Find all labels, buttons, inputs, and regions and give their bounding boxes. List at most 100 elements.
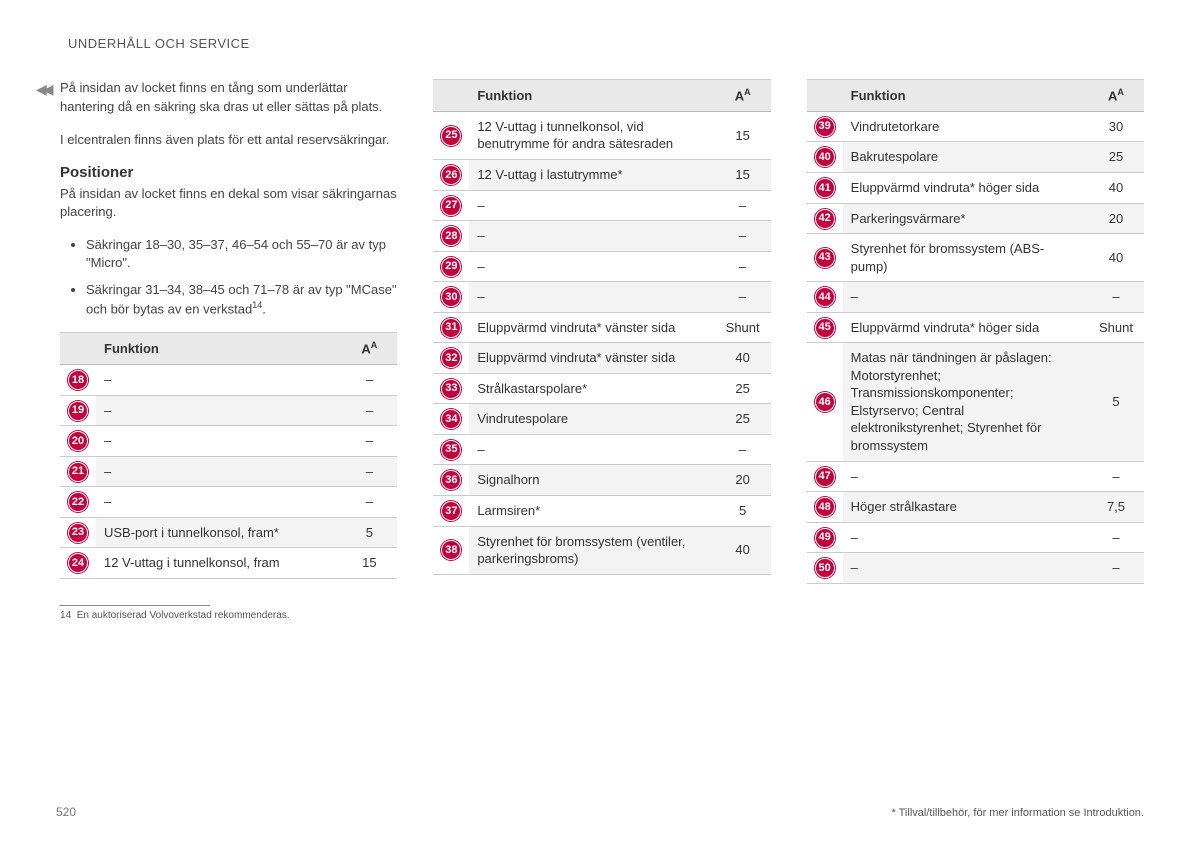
fuse-badge-cell: 29 — [433, 251, 469, 282]
fuse-amp-cell: 40 — [1088, 172, 1144, 203]
fuse-function-cell: – — [96, 426, 341, 457]
fuse-amp-cell: 40 — [715, 343, 771, 374]
table-row: 40 Bakrutespolare25 — [807, 142, 1144, 173]
fuse-amp-cell: – — [1088, 553, 1144, 584]
fuse-amp-cell: 40 — [715, 526, 771, 574]
fuse-number-badge: 27 — [441, 196, 461, 216]
fuse-amp-cell: 5 — [1088, 343, 1144, 461]
fuse-badge-cell: 23 — [60, 517, 96, 548]
fuse-number-badge: 37 — [441, 501, 461, 521]
fuse-badge-cell: 48 — [807, 492, 843, 523]
fuse-amp-cell: – — [1088, 282, 1144, 313]
bullet-mcase: Säkringar 31–34, 38–45 och 71–78 är av t… — [86, 281, 397, 319]
table-row: 30–– — [433, 282, 770, 313]
fuse-amp-cell: 20 — [1088, 203, 1144, 234]
table-row: 38Styrenhet för bromssystem (ventiler, p… — [433, 526, 770, 574]
content-columns: ◀◀ På insidan av locket finns en tång so… — [56, 79, 1144, 621]
table-row: 28–– — [433, 221, 770, 252]
fuse-badge-cell: 31 — [433, 312, 469, 343]
fuse-badge-cell: 22 — [60, 487, 96, 518]
fuse-badge-cell: 36 — [433, 465, 469, 496]
fuse-function-cell: – — [469, 221, 714, 252]
fuse-function-cell: Eluppvärmd vindruta* höger sida — [843, 172, 1088, 203]
fuse-function-cell: Vindrutetorkare — [843, 111, 1088, 142]
table-header-function: Funktion — [96, 333, 341, 365]
fuse-amp-cell: – — [341, 456, 397, 487]
fuse-number-badge: 40 — [815, 147, 835, 167]
fuse-number-badge: 20 — [68, 431, 88, 451]
footnote-rule — [60, 605, 210, 606]
table-row: 33Strålkastarspolare*25 — [433, 373, 770, 404]
table-row: 41 Eluppvärmd vindruta* höger sida40 — [807, 172, 1144, 203]
table-row: 36Signalhorn20 — [433, 465, 770, 496]
fuse-badge-cell: 35 — [433, 434, 469, 465]
fuse-number-badge: 28 — [441, 226, 461, 246]
table-header-blank — [807, 80, 843, 112]
fuse-table-1-body: 18––19––20––21––22––23USB-port i tunnelk… — [60, 365, 397, 579]
fuse-badge-cell: 40 — [807, 142, 843, 173]
fuse-number-badge: 21 — [68, 462, 88, 482]
table-row: 37Larmsiren*5 — [433, 495, 770, 526]
fuse-amp-cell: – — [715, 190, 771, 221]
fuse-function-cell: Matas när tändningen är påslagen: Motors… — [843, 343, 1088, 461]
fuse-function-cell: Vindrutespolare — [469, 404, 714, 435]
fuse-badge-cell: 47 — [807, 461, 843, 492]
fuse-amp-cell: Shunt — [1088, 312, 1144, 343]
fuse-function-cell: – — [843, 461, 1088, 492]
fuse-number-badge: 32 — [441, 348, 461, 368]
table-row: 2412 V-uttag i tunnelkonsol, fram15 — [60, 548, 397, 579]
fuse-amp-cell: – — [715, 221, 771, 252]
fuse-badge-cell: 30 — [433, 282, 469, 313]
table-row: 2612 V-uttag i lastutrymme*15 — [433, 159, 770, 190]
fuse-amp-cell: – — [1088, 461, 1144, 492]
fuse-amp-cell: – — [341, 395, 397, 426]
table-header-amp: AA — [341, 333, 397, 365]
column-left: ◀◀ På insidan av locket finns en tång so… — [56, 79, 397, 621]
table-row: 47–– — [807, 461, 1144, 492]
positions-para: På insidan av locket finns en dekal som … — [60, 185, 397, 223]
table-row: 46Matas när tändningen är påslagen: Moto… — [807, 343, 1144, 461]
fuse-badge-cell: 32 — [433, 343, 469, 374]
fuse-badge-cell: 26 — [433, 159, 469, 190]
fuse-number-badge: 31 — [441, 318, 461, 338]
fuse-amp-cell: 20 — [715, 465, 771, 496]
fuse-table-1: Funktion AA 18––19––20––21––22––23USB-po… — [60, 332, 397, 579]
fuse-function-cell: – — [843, 553, 1088, 584]
table-header-blank — [60, 333, 96, 365]
fuse-badge-cell: 25 — [433, 111, 469, 159]
fuse-table-3: Funktion AA 39Vindrutetorkare3040Bakrute… — [807, 79, 1144, 584]
fuse-number-badge: 34 — [441, 409, 461, 429]
column-middle: Funktion AA 2512 V-uttag i tunnelkonsol,… — [433, 79, 770, 575]
table-row: 34Vindrutespolare25 — [433, 404, 770, 435]
intro-para-1: På insidan av locket finns en tång som u… — [60, 79, 397, 117]
fuse-badge-cell: 24 — [60, 548, 96, 579]
fuse-number-badge: 43 — [815, 248, 835, 268]
footnote-text: En auktoriserad Volvoverkstad rekommende… — [77, 610, 290, 621]
page-footnote: * Tillval/tillbehör, för mer information… — [891, 807, 1144, 819]
fuse-function-cell: 12 V-uttag i tunnelkonsol, fram — [96, 548, 341, 579]
fuse-amp-cell: – — [715, 434, 771, 465]
fuse-badge-cell: 42 — [807, 203, 843, 234]
table-row: 48Höger strålkastare7,5 — [807, 492, 1144, 523]
fuse-number-badge: 41 — [815, 178, 835, 198]
fuse-number-badge: 35 — [441, 440, 461, 460]
table-header-amp: AA — [1088, 80, 1144, 112]
fuse-number-badge: 19 — [68, 401, 88, 421]
fuse-function-cell: – — [469, 190, 714, 221]
fuse-badge-cell: 33 — [433, 373, 469, 404]
table-row: 50–– — [807, 553, 1144, 584]
fuse-function-cell: Styrenhet för bromssystem (ABS-pump) — [843, 234, 1088, 282]
fuse-function-cell: Bakrutespolare — [843, 142, 1088, 173]
fuse-number-badge: 39 — [815, 117, 835, 137]
column-right: Funktion AA 39Vindrutetorkare3040Bakrute… — [807, 79, 1144, 584]
fuse-function-cell: – — [843, 522, 1088, 553]
table-row: 20–– — [60, 426, 397, 457]
fuse-function-cell: Parkeringsvärmare* — [843, 203, 1088, 234]
fuse-amp-cell: 30 — [1088, 111, 1144, 142]
fuse-amp-cell: – — [715, 282, 771, 313]
table-row: 35–– — [433, 434, 770, 465]
fuse-amp-cell: 25 — [1088, 142, 1144, 173]
fuse-table-2: Funktion AA 2512 V-uttag i tunnelkonsol,… — [433, 79, 770, 575]
table-row: 22–– — [60, 487, 397, 518]
fuse-function-cell: Eluppvärmd vindruta* vänster sida — [469, 312, 714, 343]
